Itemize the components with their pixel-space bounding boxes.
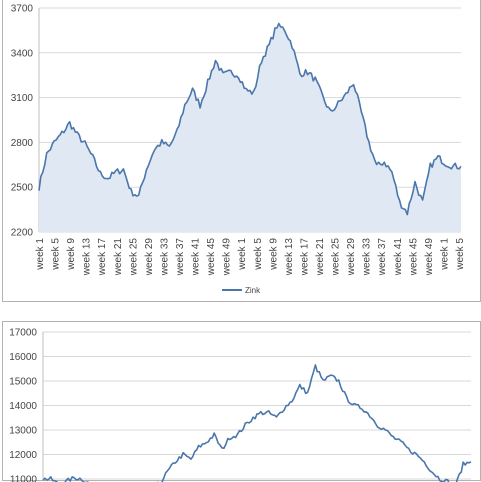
zink-y-tick-label: 3400 [11, 48, 34, 59]
second-y-tick-label: 16000 [9, 352, 37, 363]
zink-chart-panel: 2200 2500 2800 3100 3400 3700 week 1 week 5 week… [2, 0, 481, 302]
zink-x-tick-label: week 5 [253, 238, 264, 271]
zink-x-tick-label: week 37 [175, 238, 186, 277]
zink-series-area [39, 24, 461, 233]
zink-x-tick-label: week 17 [97, 238, 108, 277]
zink-x-tick-label: week 49 [424, 238, 435, 277]
zink-chart: 2200 2500 2800 3100 3400 3700 week 1 week 5 week… [3, 0, 481, 303]
zink-x-tick-label: week 17 [299, 238, 310, 277]
zink-legend-label: Zink [245, 286, 261, 295]
second-y-tick-label: 15000 [9, 377, 37, 388]
zink-x-tick-label: week 1 [35, 238, 46, 271]
zink-x-tick-label: week 33 [362, 238, 373, 277]
zink-legend: Zink [222, 286, 261, 295]
zink-x-tick-label: week 33 [159, 238, 170, 277]
second-series-line [43, 365, 471, 482]
second-y-tick-label: 13000 [9, 426, 37, 437]
zink-x-tick-label: week 45 [206, 238, 217, 277]
second-chart: 11000 12000 13000 14000 15000 16000 17000 [3, 322, 481, 482]
zink-y-tick-label: 2500 [11, 183, 34, 194]
zink-x-tick-label: week 25 [128, 238, 139, 277]
zink-x-tick-label: week 49 [222, 238, 233, 277]
second-y-tick-label: 17000 [9, 328, 37, 339]
zink-x-tick-label: week 1 [237, 238, 248, 271]
zink-x-tick-label: week 37 [377, 238, 388, 277]
zink-y-tick-label: 2200 [11, 228, 34, 239]
second-y-tick-label: 11000 [10, 475, 38, 482]
zink-x-tick-label: week 29 [144, 238, 155, 277]
zink-y-tick-label: 3700 [11, 4, 34, 15]
zink-x-tick-label: week 21 [113, 238, 124, 277]
second-chart-panel: 11000 12000 13000 14000 15000 16000 17000 [2, 321, 481, 481]
second-y-tick-label: 12000 [9, 450, 37, 461]
zink-y-tick-label: 2800 [11, 138, 34, 149]
zink-x-tick-label: week 5 [51, 238, 62, 271]
zink-x-tick-label: week 41 [393, 238, 404, 277]
zink-x-tick-label: week 29 [346, 238, 357, 277]
zink-x-tick-label: week 9 [268, 238, 279, 271]
zink-x-tick-label: week 13 [284, 238, 295, 277]
zink-x-tick-label: week 13 [82, 238, 93, 277]
zink-x-tick-label: week 21 [315, 238, 326, 277]
zink-x-tick-label: week 45 [408, 238, 419, 277]
zink-x-tick-label: week 9 [66, 238, 77, 271]
zink-x-tick-label: week 41 [191, 238, 202, 277]
second-y-tick-label: 14000 [9, 401, 37, 412]
zink-x-tick-label: week 25 [331, 238, 342, 277]
zink-x-tick-label: week 5 [455, 238, 466, 271]
zink-y-tick-label: 3100 [11, 93, 34, 104]
zink-x-tick-label: week 1 [439, 238, 450, 271]
